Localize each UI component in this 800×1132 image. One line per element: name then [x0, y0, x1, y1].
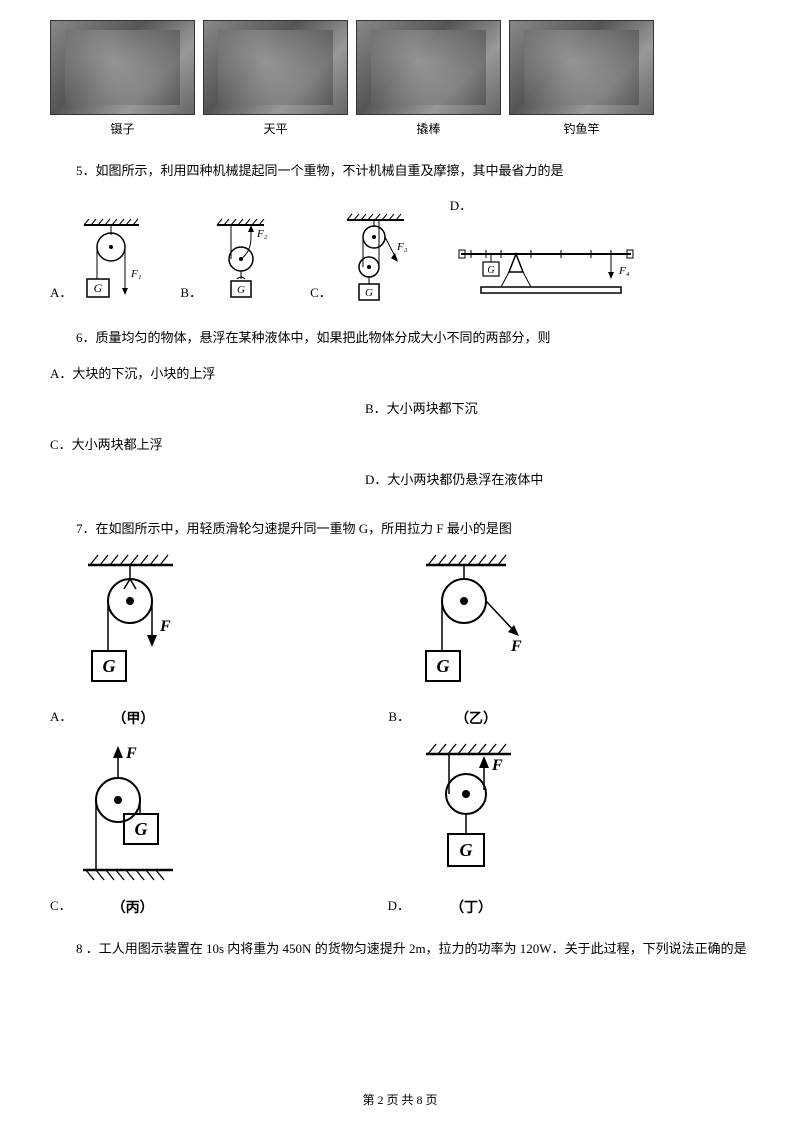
photo-item-1: 镊子 [50, 20, 195, 141]
q7-label-b: B． [388, 705, 410, 728]
svg-text:G: G [437, 656, 450, 676]
q7-option-d: D． F G （丁） [388, 742, 526, 921]
photo-fishing-rod [509, 20, 654, 115]
q5-label-c: C． [310, 281, 332, 304]
photo-caption-2: 天平 [203, 119, 348, 141]
q7-label-c: C． [50, 894, 72, 917]
photo-item-2: 天平 [203, 20, 348, 141]
q5-option-b: B． F₂ G [180, 216, 280, 308]
photo-caption-1: 镊子 [50, 119, 195, 141]
q7-label-d: D． [388, 894, 410, 917]
svg-text:F: F [159, 618, 171, 635]
question-8-text: 8 ．工人用图示装置在 10s 内将重为 450N 的货物匀速提升 2m，拉力的… [50, 937, 750, 960]
q5-diagram-c: F₃ G [338, 211, 420, 308]
q7-cap-ding: （丁） [416, 896, 526, 921]
q7-cap-yi: （乙） [416, 707, 536, 732]
q6-optB: B．大小两块都下沉 [365, 397, 478, 420]
svg-text:G: G [487, 265, 494, 276]
page-footer: 第 2 页 共 8 页 [0, 1090, 800, 1112]
svg-text:F₃: F₃ [396, 241, 408, 253]
svg-text:F: F [510, 638, 522, 655]
svg-text:G: G [94, 281, 103, 295]
q6-optA: A．大块的下沉，小块的上浮 [50, 362, 365, 385]
q7-row-1: A． F G （甲） B． [50, 553, 750, 732]
svg-text:G: G [365, 287, 373, 299]
svg-text:F₁: F₁ [130, 268, 142, 280]
photo-tweezers [50, 20, 195, 115]
q7-option-b: B． F G （乙） [388, 553, 536, 732]
svg-text:G: G [460, 840, 473, 860]
q5-diagram-b: F₂ G [208, 216, 280, 308]
q5-label-d: D． [450, 194, 472, 217]
q7-option-c: C． F G （丙） [50, 742, 188, 921]
photo-caption-4: 钓鱼竿 [509, 119, 654, 141]
q5-option-d: D． G F₄ [450, 194, 642, 308]
q7-label-a: A． [50, 705, 72, 728]
q5-label-a: A． [50, 281, 72, 304]
svg-text:G: G [134, 819, 147, 839]
q7-diagram-bing: F G （丙） [78, 742, 188, 921]
q7-cap-bing: （丙） [78, 896, 188, 921]
photo-item-3: 撬棒 [356, 20, 501, 141]
q7-row-2: C． F G （丙） D． [50, 742, 750, 921]
svg-text:F₄: F₄ [618, 265, 630, 277]
q5-option-c: C． F₃ G [310, 211, 420, 308]
q6-optD: D．大小两块都仍悬浮在液体中 [365, 468, 543, 491]
svg-text:F: F [125, 745, 137, 762]
svg-text:F: F [491, 757, 503, 774]
q7-diagram-yi: F G （乙） [416, 553, 536, 732]
q6-optC: C．大小两块都上浮 [50, 433, 365, 456]
question-6-text: 6．质量均匀的物体，悬浮在某种液体中，如果把此物体分成大小不同的两部分，则 [50, 326, 750, 349]
q5-diagram-a: G F₁ [78, 216, 150, 308]
photo-caption-3: 撬棒 [356, 119, 501, 141]
svg-text:G: G [237, 284, 245, 296]
photo-balance [203, 20, 348, 115]
q7-diagram-jia: F G （甲） [78, 553, 188, 732]
question-5-text: 5．如图所示，利用四种机械提起同一个重物，不计机械自重及摩擦，其中最省力的是 [50, 159, 750, 182]
q5-diagram-d: G F₄ [450, 231, 642, 308]
question-7-text: 7．在如图所示中，用轻质滑轮匀速提升同一重物 G，所用拉力 F 最小的是图 [50, 517, 750, 540]
svg-text:F₂: F₂ [256, 228, 268, 240]
q5-label-b: B． [180, 281, 202, 304]
photo-item-4: 钓鱼竿 [509, 20, 654, 141]
q5-options: A． G F₁ B． [50, 194, 750, 308]
q7-cap-jia: （甲） [78, 707, 188, 732]
q5-option-a: A． G F₁ [50, 216, 150, 308]
q7-diagram-ding: F G （丁） [416, 742, 526, 921]
svg-text:G: G [103, 656, 116, 676]
photo-crowbar [356, 20, 501, 115]
q7-option-a: A． F G （甲） [50, 553, 188, 732]
photo-row: 镊子 天平 撬棒 钓鱼竿 [50, 20, 750, 141]
q6-options: A．大块的下沉，小块的上浮 B．大小两块都下沉 C．大小两块都上浮 D．大小两块… [50, 362, 750, 492]
